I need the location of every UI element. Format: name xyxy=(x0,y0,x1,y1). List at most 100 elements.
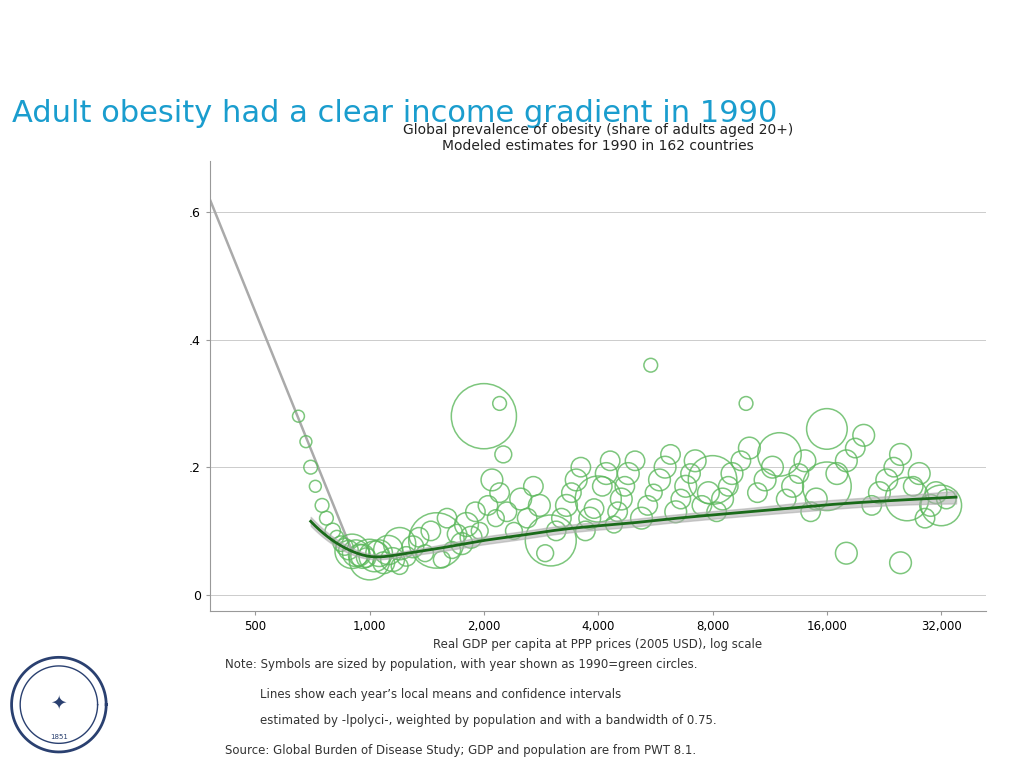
Point xyxy=(344,545,360,558)
Point xyxy=(819,480,836,492)
Point xyxy=(715,493,731,505)
Point xyxy=(916,512,933,525)
Point xyxy=(663,449,679,461)
Point xyxy=(828,468,845,480)
Point xyxy=(531,499,548,511)
Point xyxy=(558,499,574,511)
Text: estimated by -lpolyci-, weighted by population and with a bandwidth of 0.75.: estimated by -lpolyci-, weighted by popu… xyxy=(260,714,717,727)
Point xyxy=(492,397,508,409)
X-axis label: Real GDP per capita at PPP prices (2005 USD), log scale: Real GDP per capita at PPP prices (2005 … xyxy=(433,638,763,651)
Point xyxy=(340,544,356,556)
Text: Friedman School: Friedman School xyxy=(154,25,305,41)
Title: Global prevalence of obesity (share of adults aged 20+)
Modeled estimates for 19: Global prevalence of obesity (share of a… xyxy=(402,123,794,153)
Point xyxy=(606,518,623,531)
Point xyxy=(512,493,528,505)
Point xyxy=(682,468,698,480)
Point xyxy=(720,480,736,492)
Point xyxy=(337,541,353,553)
Point xyxy=(757,474,773,486)
Point xyxy=(318,512,335,525)
Point xyxy=(651,474,668,486)
Point xyxy=(404,541,421,553)
Point xyxy=(537,547,553,559)
Point xyxy=(361,554,378,566)
Point xyxy=(657,461,674,473)
Text: Lines show each year’s local means and confidence intervals: Lines show each year’s local means and c… xyxy=(260,688,622,701)
Point xyxy=(380,544,396,556)
Point xyxy=(351,549,368,561)
Point xyxy=(613,493,630,505)
Point xyxy=(476,410,493,422)
Point xyxy=(398,550,415,562)
Text: | diet quality | agriculture | policy: | diet quality | agriculture | policy xyxy=(550,63,799,79)
Point xyxy=(847,442,863,454)
Point xyxy=(586,502,602,515)
Text: 1851: 1851 xyxy=(50,734,68,740)
Point xyxy=(933,499,949,511)
Point xyxy=(741,442,758,454)
Point xyxy=(879,474,895,486)
Point xyxy=(738,397,755,409)
Point xyxy=(602,455,618,467)
Point xyxy=(307,480,324,492)
Point xyxy=(568,474,585,486)
Point xyxy=(483,474,500,486)
Text: Nutrition transition and agricultural transformation: Nutrition transition and agricultural tr… xyxy=(348,22,825,41)
Point xyxy=(347,547,364,559)
Point xyxy=(428,535,444,547)
Point xyxy=(709,505,725,518)
Point xyxy=(668,505,684,518)
Point xyxy=(563,486,580,498)
Point xyxy=(519,512,536,525)
Point xyxy=(627,455,643,467)
Point xyxy=(673,493,689,505)
Text: Note: Symbols are sized by population, with year shown as 1990=green circles.: Note: Symbols are sized by population, w… xyxy=(224,658,697,671)
Point xyxy=(645,486,662,498)
Point xyxy=(640,499,656,511)
Point xyxy=(892,449,908,461)
Text: ✦: ✦ xyxy=(51,693,67,712)
Point xyxy=(886,461,902,473)
Point xyxy=(314,499,331,511)
Point xyxy=(371,547,387,559)
Point xyxy=(797,455,813,467)
Point xyxy=(367,550,383,562)
Point xyxy=(871,486,888,498)
Point xyxy=(417,547,433,559)
Point xyxy=(892,557,908,569)
Point xyxy=(923,499,939,511)
Point xyxy=(633,512,649,525)
Point xyxy=(616,480,633,492)
Point xyxy=(433,554,450,566)
Point xyxy=(506,525,522,537)
Point xyxy=(905,480,922,492)
Point xyxy=(411,531,427,544)
Text: health |: health | xyxy=(348,63,409,79)
Text: body size: body size xyxy=(453,63,530,78)
Point xyxy=(819,423,836,435)
Point xyxy=(590,493,606,505)
Point xyxy=(449,528,465,540)
Point xyxy=(496,449,512,461)
Point xyxy=(454,538,470,550)
Point xyxy=(384,554,400,566)
Point xyxy=(423,525,439,537)
Text: Source: Global Burden of Disease Study; GDP and population are from PWT 8.1.: Source: Global Burden of Disease Study; … xyxy=(224,744,695,757)
Point xyxy=(572,461,589,473)
Point xyxy=(911,468,928,480)
Point xyxy=(764,461,780,473)
Point xyxy=(553,512,569,525)
Point xyxy=(298,435,314,448)
Point xyxy=(548,525,564,537)
Point xyxy=(705,474,721,486)
Point xyxy=(678,480,694,492)
Point xyxy=(778,493,795,505)
Point xyxy=(733,455,750,467)
Point xyxy=(928,486,944,498)
Point xyxy=(467,505,483,518)
Point xyxy=(492,486,508,498)
Point xyxy=(444,544,461,556)
Point xyxy=(302,461,318,473)
Point xyxy=(525,480,542,492)
Point xyxy=(808,493,824,505)
